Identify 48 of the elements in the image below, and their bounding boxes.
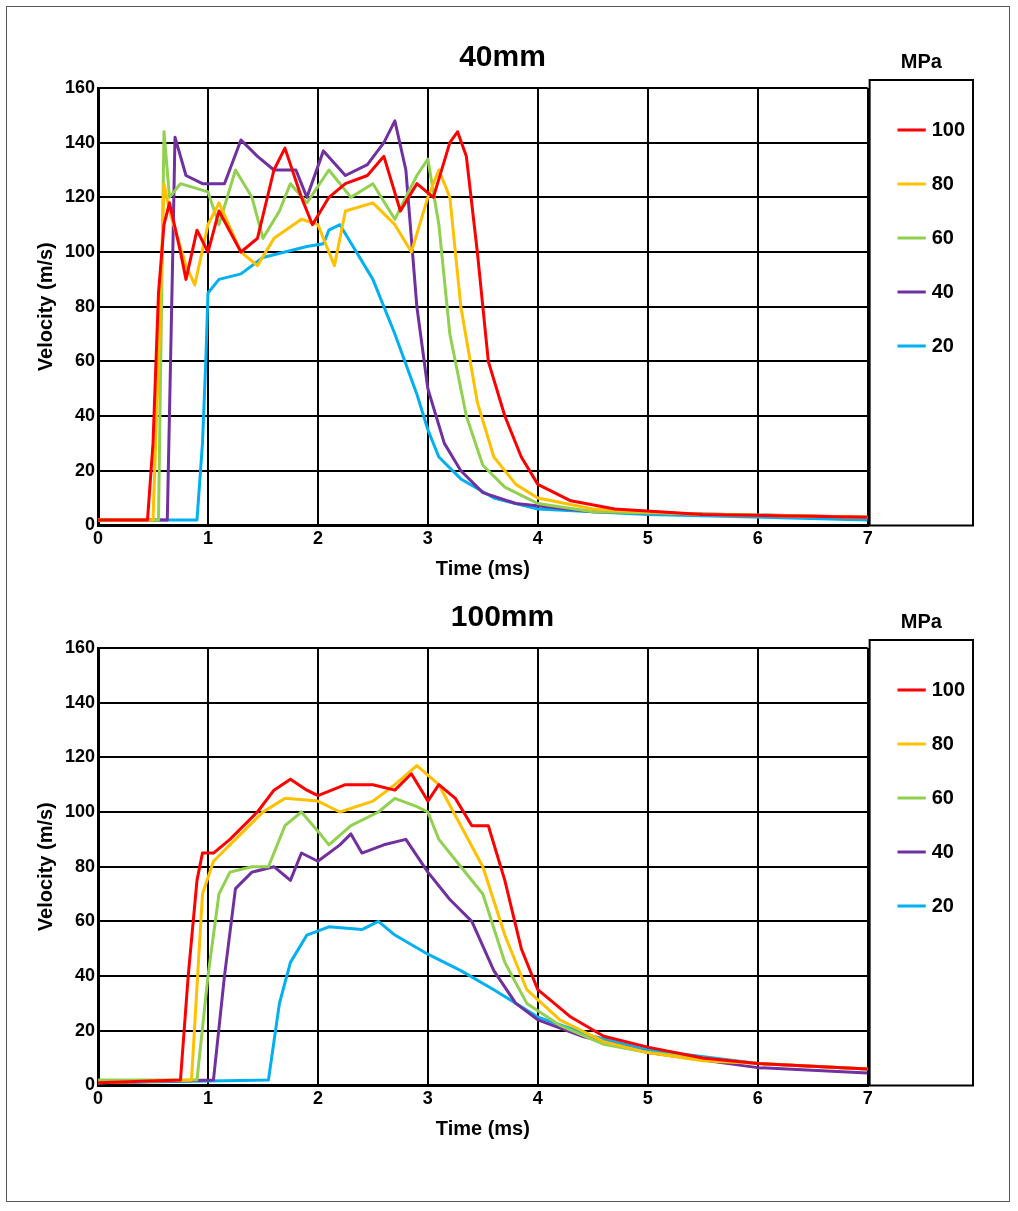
x-tick-label: 5 xyxy=(642,1088,653,1109)
x-axis-title: Time (ms) xyxy=(435,1116,530,1139)
y-tick-label: 40 xyxy=(75,965,96,986)
y-axis-title: Velocity (m/s) xyxy=(33,242,56,372)
x-tick-label: 6 xyxy=(752,1088,763,1109)
x-tick-label: 7 xyxy=(862,1088,873,1109)
legend-label: 100 xyxy=(931,117,966,140)
legend-label: 60 xyxy=(931,785,954,808)
x-tick-label: 1 xyxy=(202,1088,213,1109)
x-tick-label: 2 xyxy=(312,1088,323,1109)
x-tick-label: 3 xyxy=(422,528,433,549)
legend-title: MPa xyxy=(900,49,943,72)
chart-title: 100mm xyxy=(450,599,555,633)
x-axis-title: Time (ms) xyxy=(435,556,530,579)
legend-label: 60 xyxy=(931,225,954,248)
legend-title: MPa xyxy=(900,609,943,632)
x-tick-label: 7 xyxy=(862,528,873,549)
y-tick-label: 120 xyxy=(64,186,96,207)
legend-label: 80 xyxy=(931,171,954,194)
y-tick-label: 80 xyxy=(75,295,96,316)
legend-label: 80 xyxy=(931,731,954,754)
x-tick-label: 3 xyxy=(422,1088,433,1109)
x-tick-label: 6 xyxy=(752,528,763,549)
y-tick-label: 160 xyxy=(64,636,96,657)
legend-label: 40 xyxy=(931,279,954,302)
x-tick-label: 5 xyxy=(642,528,653,549)
y-axis-title: Velocity (m/s) xyxy=(33,802,56,932)
x-tick-label: 4 xyxy=(532,528,543,549)
legend-label: 100 xyxy=(931,677,966,700)
x-tick-label: 4 xyxy=(532,1088,543,1109)
chart-title: 40mm xyxy=(459,39,546,73)
legend-label: 40 xyxy=(931,839,954,862)
legend-label: 20 xyxy=(931,333,954,356)
y-tick-label: 20 xyxy=(75,459,96,480)
y-tick-label: 40 xyxy=(75,405,96,426)
y-tick-label: 60 xyxy=(75,910,96,931)
y-tick-label: 60 xyxy=(75,350,96,371)
y-tick-label: 140 xyxy=(64,691,96,712)
y-tick-label: 140 xyxy=(64,131,96,152)
x-tick-label: 1 xyxy=(202,528,213,549)
y-tick-label: 100 xyxy=(64,240,96,261)
y-tick-label: 120 xyxy=(64,746,96,767)
x-tick-label: 2 xyxy=(312,528,323,549)
y-tick-label: 100 xyxy=(64,800,96,821)
y-tick-label: 160 xyxy=(64,76,96,97)
y-tick-label: 20 xyxy=(75,1019,96,1040)
y-tick-label: 80 xyxy=(75,855,96,876)
legend-label: 20 xyxy=(931,893,954,916)
